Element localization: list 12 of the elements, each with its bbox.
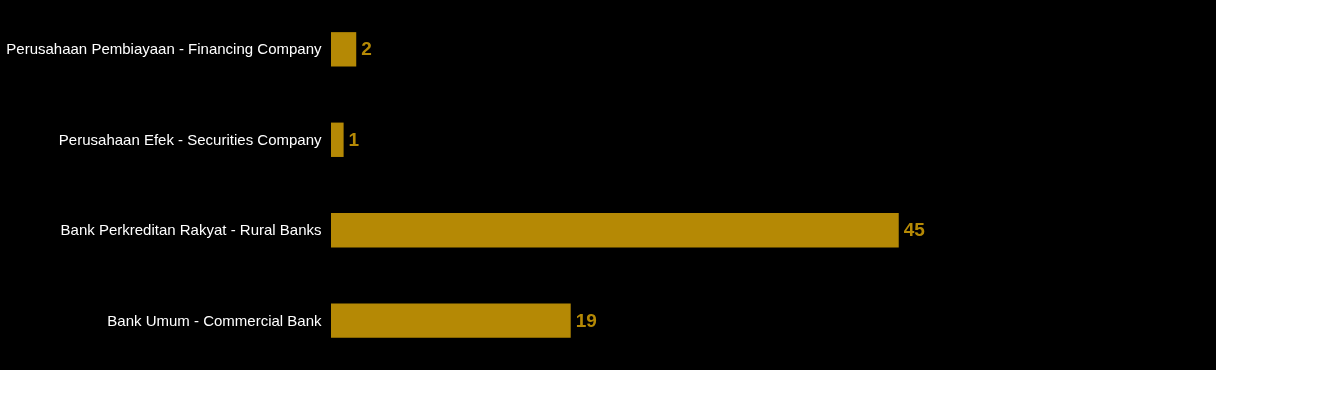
y-tick-label: Perusahaan Pembiayaan - Financing Company [6,40,322,58]
bar [331,122,344,157]
y-tick-label: Perusahaan Efek - Securities Company [58,130,322,148]
bar [331,32,357,67]
y-tick-label: Bank Perkreditan Rakyat - Rural Banks [60,221,322,239]
bar [331,303,571,338]
data-label: 19 [575,309,597,331]
data-label: 45 [903,219,926,241]
data-label: 1 [348,128,360,150]
y-tick-label: Bank Umum - Commercial Bank [107,311,322,329]
data-label: 2 [361,38,372,60]
bar [331,213,899,248]
